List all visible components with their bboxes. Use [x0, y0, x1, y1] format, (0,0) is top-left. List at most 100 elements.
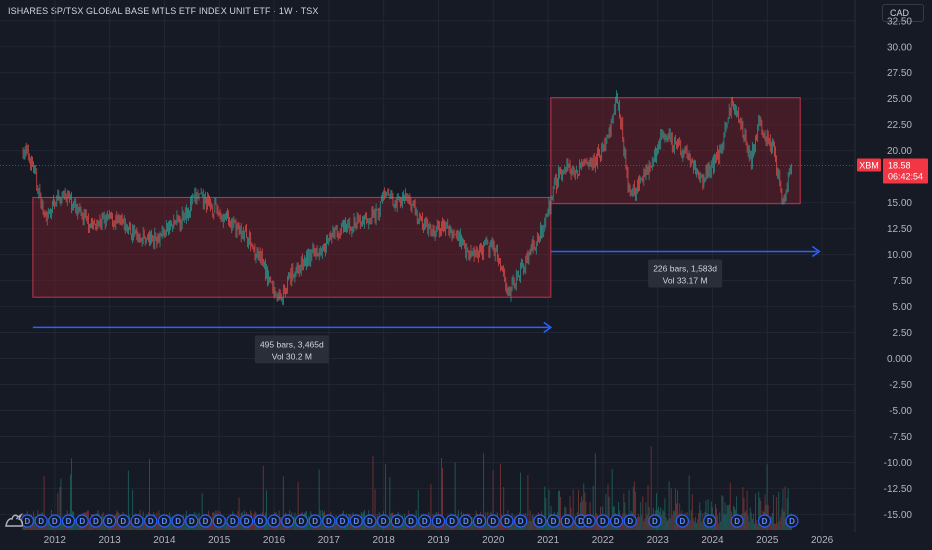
y-tick-label: 0.000 — [887, 354, 912, 365]
dividend-marker — [89, 514, 103, 528]
range-bars-label: 495 bars, 3,465d — [260, 339, 324, 349]
tradingview-logo-icon[interactable] — [4, 510, 26, 528]
dividend-marker-label: D — [614, 517, 620, 526]
dividend-marker-label: D — [257, 517, 263, 526]
dividend-marker-label: D — [175, 517, 181, 526]
bar-countdown-label: 06:42:54 — [888, 171, 923, 181]
dividend-marker — [582, 514, 596, 528]
dividend-marker — [623, 514, 637, 528]
dividend-marker — [212, 514, 226, 528]
x-tick-label: 2015 — [208, 535, 231, 546]
dividend-marker-label: D — [299, 517, 305, 526]
dividend-marker — [363, 514, 377, 528]
symbol-badge — [857, 158, 881, 172]
dividend-marker-label: D — [734, 517, 740, 526]
dividend-marker-label: D — [216, 517, 222, 526]
dividend-marker-label: D — [134, 517, 140, 526]
range-arrow-head — [811, 245, 821, 258]
x-tick-label: 2014 — [153, 535, 176, 546]
x-tick-label: 2012 — [44, 535, 67, 546]
dividend-marker — [445, 514, 459, 528]
x-tick-label: 2024 — [701, 535, 724, 546]
last-price-badge — [883, 158, 928, 184]
dividend-marker — [514, 514, 528, 528]
x-tick-label: 2013 — [98, 535, 121, 546]
dividend-marker — [609, 514, 624, 528]
dividend-marker-label: D — [504, 517, 510, 526]
dividend-marker — [294, 514, 309, 528]
dividend-marker-label: D — [578, 517, 584, 526]
time-axis[interactable]: 2012 2013 2014 2015 2016 2017 2018 2019 2020 2021… — [44, 535, 834, 546]
x-tick-label: 2019 — [427, 535, 450, 546]
dividend-marker — [198, 514, 213, 528]
dividend-marker — [48, 514, 62, 528]
dividend-marker-label: D — [107, 517, 113, 526]
dividend-marker-label: D — [93, 517, 99, 526]
dividend-marker-label: D — [436, 517, 442, 526]
dividend-marker-label: D — [353, 517, 359, 526]
dividend-marker-label: D — [652, 517, 658, 526]
dividend-marker-label: D — [230, 517, 236, 526]
range-vol-label: Vol 30.2 M — [272, 351, 312, 361]
dividend-marker-label: D — [312, 517, 318, 526]
dividend-marker-label: D — [285, 517, 291, 526]
x-tick-label: 2026 — [811, 535, 834, 546]
dividend-marker — [472, 514, 487, 528]
y-tick-label: 22.50 — [887, 120, 912, 131]
range-vol-label: Vol 33.17 M — [663, 275, 708, 285]
dividend-marker-label: D — [66, 517, 72, 526]
dividend-marker — [185, 514, 199, 528]
range-arrow-head — [543, 321, 553, 333]
dividend-marker-label: D — [463, 517, 469, 526]
x-tick-label: 2020 — [482, 535, 505, 546]
y-tick-label: -15.00 — [884, 510, 913, 521]
currency-button[interactable]: CAD — [882, 4, 924, 22]
dividend-marker-label: D — [162, 517, 168, 526]
dividend-marker-label: D — [340, 517, 346, 526]
candlestick-series — [22, 90, 792, 306]
dividend-marker — [390, 514, 404, 528]
dividend-marker-label: D — [189, 517, 195, 526]
y-tick-label: 30.00 — [887, 42, 912, 53]
y-tick-label: 32.50 — [887, 16, 912, 27]
dividend-marker — [240, 514, 254, 528]
dividend-marker — [281, 514, 295, 528]
dividend-marker-label: D — [422, 517, 428, 526]
dividend-marker — [675, 514, 689, 528]
dividend-marker-label: D — [120, 517, 126, 526]
dividend-marker-label: D — [25, 517, 31, 526]
dividend-marker-label: D — [38, 517, 44, 526]
y-tick-label: 12.50 — [887, 224, 912, 235]
dividend-marker-label: D — [244, 517, 250, 526]
date-price-range-tools[interactable]: 495 bars, 3,465d Vol 30.2 M 226 bars, 1,58… — [32, 245, 821, 364]
dividend-marker — [546, 514, 561, 528]
y-tick-label: 27.50 — [887, 68, 912, 79]
dividend-marker — [500, 514, 514, 528]
dividend-marker-label: D — [394, 517, 400, 526]
y-tick-label: 7.50 — [893, 276, 913, 287]
dividend-marker-label: D — [381, 517, 387, 526]
dividend-marker — [785, 514, 799, 528]
x-tick-label: 2023 — [647, 535, 670, 546]
dividend-marker-label: D — [408, 517, 414, 526]
price-badge: XBM 18.58 06:42:54 — [857, 158, 928, 184]
y-tick-label: -2.50 — [889, 380, 912, 391]
x-tick-label: 2017 — [318, 535, 341, 546]
dividend-marker-label: D — [762, 517, 768, 526]
dividend-marker — [431, 514, 446, 528]
dividend-marker-label: D — [518, 517, 524, 526]
dividend-marker-label: D — [551, 517, 557, 526]
range-info-box — [254, 335, 329, 364]
y-tick-label: 25.00 — [887, 94, 912, 105]
y-tick-label: 2.50 — [893, 328, 913, 339]
range-bars-label: 226 bars, 1,583d — [653, 263, 717, 273]
chart-title: ISHARES SP/TSX GLOBAL BASE MTLS ETF INDE… — [8, 6, 319, 16]
symbol-badge-label: XBM — [859, 160, 879, 170]
dividend-marker-label: D — [707, 517, 713, 526]
price-axis[interactable]: 32.50 30.00 27.50 25.00 22.50 20.00 15.00 12.50… — [884, 16, 913, 521]
y-tick-label: 10.00 — [887, 250, 912, 261]
x-tick-label: 2021 — [537, 535, 560, 546]
dividend-marker — [308, 514, 322, 528]
